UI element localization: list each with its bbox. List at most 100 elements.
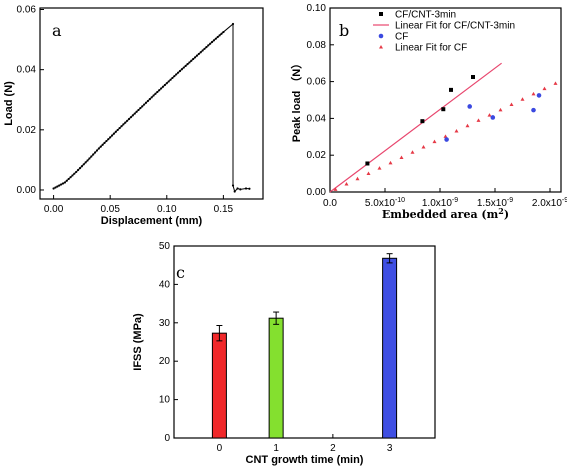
panel-a-data-point [195,54,199,57]
panel-a-data-point [135,110,138,113]
panel-a-data-point [105,139,108,143]
panel-b-xtick-label: 1.5x10-9 [477,197,513,209]
panel-a-data-point [193,56,197,59]
panel-a-data-point [177,71,180,74]
panel-c-bar [382,257,398,439]
panel-c-ytick-label: 10 [159,395,171,406]
panel-a-data-point [239,188,242,191]
panel-b-ytick-label: 0.06 [307,77,327,88]
panel-a-data-point [165,82,168,85]
legend-circle-marker [378,33,384,39]
panel-a-data-point [158,89,161,92]
panel-a-data-point [171,76,174,80]
panel-a-data-point [73,172,76,175]
panel-b-cfcnt-point [441,107,446,112]
panel-b-fit-cf-marker [520,97,525,101]
panel-a-data-point [52,187,55,190]
panel-b-fit-cf-marker [399,155,404,160]
panel-b-fit-cf-marker [476,118,481,122]
panel-a-data-point [133,112,136,115]
panel-a-data-point [71,174,74,177]
panel-b-xtick-label: 2.0x10-9 [532,197,567,209]
panel-a-data-point [139,107,142,110]
panel-a-data-point [90,155,93,158]
panel-a-data-point [244,187,248,190]
panel-b-label: b [339,21,349,40]
panel-a-xlabel: Displacement (mm) [101,215,203,227]
panel-b-ytick-label: 0.00 [307,187,327,198]
panel-b-cfcnt-point [420,119,425,124]
panel-b-cfcnt-point [365,161,370,166]
panel-a-data-point [209,42,212,45]
panel-a-data-point [169,78,172,81]
panel-b-ytick-label: 0.10 [307,3,327,14]
panel-a-data-point [88,157,91,160]
panel-b-fit-cf-marker [377,166,382,170]
panel-b-fit-cf-marker [388,160,393,165]
panel-b-fit-cf-marker [410,150,415,154]
panel-a-data-point [212,39,216,42]
panel-b-fit-cf-marker [531,91,536,96]
panel-a-data-point [201,49,204,52]
panel-b-fit-cf-marker [366,171,371,175]
panel-a-xtick-label: 0.10 [157,204,177,215]
panel-a-data-point [77,168,80,172]
panel-a-data-point [222,30,225,34]
panel-a-data-point [67,177,70,181]
panel-a-data-point [58,184,61,187]
panel-b-xlabel-close: ) [504,208,509,221]
panel-a-data-point [78,167,82,170]
panel-a-data-point [56,185,59,188]
panel-a-data-point [61,182,65,185]
panel-b-xtick-label: 0.0 [323,198,337,209]
panel-a-data-point [203,47,206,50]
panel-a-data-point [110,134,114,137]
panel-a-data-point [82,163,85,166]
panel-a-data-point [109,136,112,139]
panel-a-label: a [52,21,62,40]
panel-a-data-point [173,75,176,78]
panel-a-data-point [75,170,78,174]
panel-b-cfcnt-point [449,87,453,92]
panel-a-data-point [156,90,159,94]
legend-square-marker [379,12,383,16]
panel-a-data-point [184,64,187,67]
panel-a-data-point [231,184,235,187]
panel-a-data-point [175,73,178,76]
panel-c-ytick-label: 40 [159,279,171,290]
panel-a-data-point [248,187,251,190]
panel-c-ytick-label: 0 [164,433,170,444]
panel-a-data-point [97,147,100,150]
panel-b-fit-cfcnt-line [329,62,502,193]
panel-a-ylabel: Load (N) [3,81,15,126]
panel-b-cf-point [444,137,449,142]
panel-a-data-point [65,179,68,182]
panel-b-fit-cf-marker [454,129,459,133]
panel-a-data-point [197,52,200,56]
panel-a-data-point [214,37,217,40]
panel-b-cf-point [531,107,536,113]
panel-a-ytick-label: 0.00 [17,185,37,196]
panel-a-data-point [150,96,153,99]
panel-a-xtick-label: 0.15 [214,204,234,215]
panel-a-data-point [60,183,63,186]
panel-b-fit-cf-marker [465,123,470,128]
panel-a-data-point [180,68,183,71]
panel-a-data-point [95,149,99,152]
panel-b-xlabel-superscript: 2 [498,206,504,216]
panel-b-fit-cf-marker [509,102,514,107]
panel-a-data-point [236,187,239,190]
panel-b-fit-cf-marker [542,86,547,91]
panel-a-data-point [199,51,202,54]
panel-b-fit-cf-marker [432,139,437,144]
panel-a-data-point [120,125,123,128]
panel-a-data-point [233,190,236,193]
panel-b-fit-cf-marker [333,187,338,191]
panel-a-data-point [101,143,104,146]
panel-c-bar [211,332,227,439]
panel-a-data-point [143,103,146,106]
panel-a-data-point [54,186,57,189]
panel-a-ytick-label: 0.02 [17,125,37,136]
